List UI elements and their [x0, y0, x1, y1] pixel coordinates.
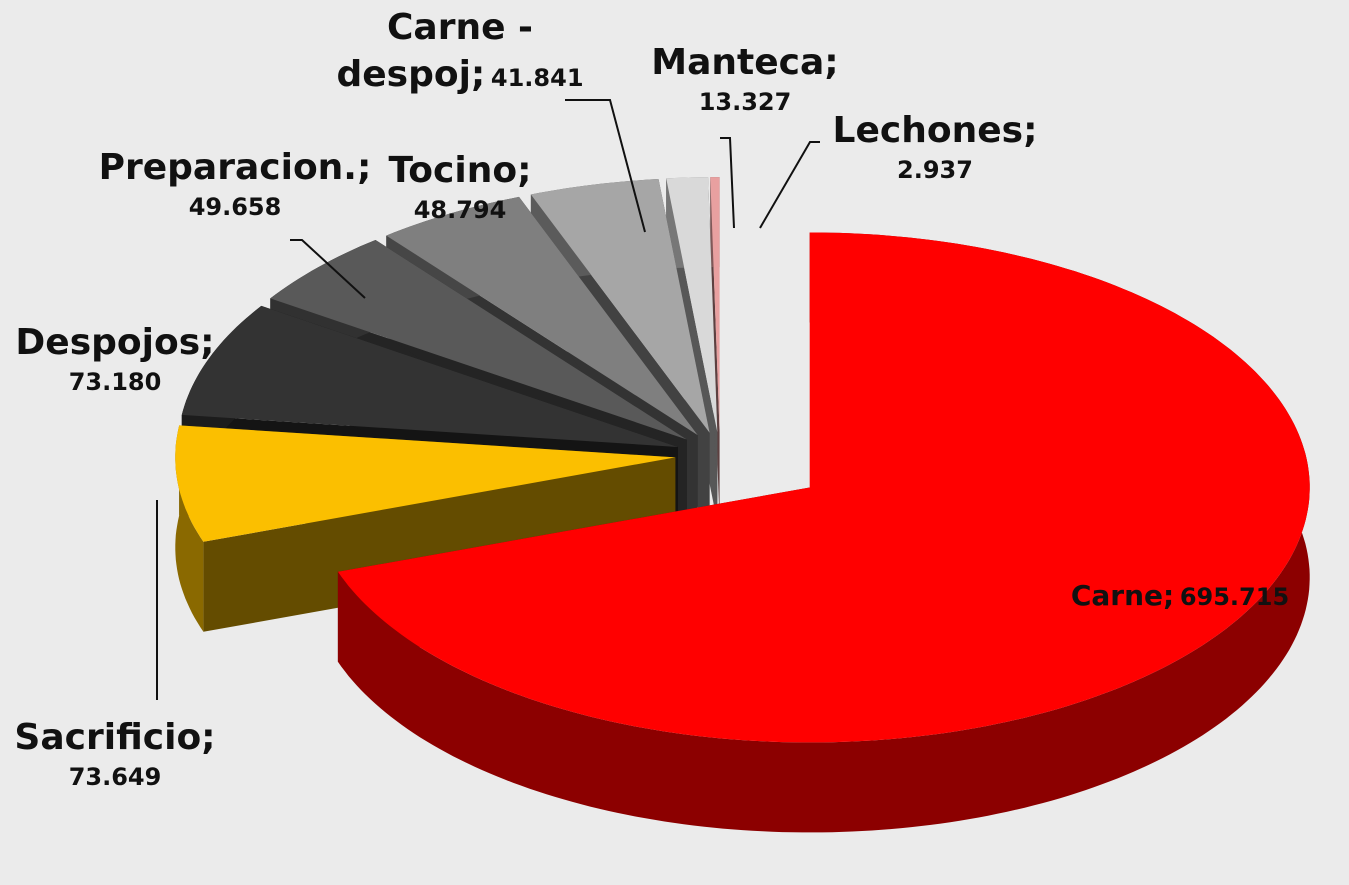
slice-wall	[175, 425, 204, 632]
value-label: 13.327	[698, 87, 792, 116]
category-name: Tocino	[388, 150, 518, 191]
category-name: Lechones	[832, 110, 1024, 151]
separator: ;	[201, 717, 216, 758]
value-label: 41.841	[490, 63, 584, 92]
value-label: 2.937	[897, 155, 973, 184]
separator: ;	[356, 147, 372, 188]
data-label: Carne; 695.715	[1040, 578, 1320, 614]
category-name: Despojos	[15, 322, 201, 363]
leader-line	[720, 137, 735, 229]
value-label: 48.794	[413, 195, 507, 224]
data-label: Despojos; 73.180	[0, 320, 230, 398]
value-label: 695.715	[1179, 583, 1290, 611]
separator: ;	[824, 42, 839, 83]
slice	[337, 232, 1310, 743]
separator: ;	[200, 322, 215, 363]
leader-line	[290, 239, 366, 299]
value-label: 73.649	[68, 762, 162, 791]
data-label: Carne - despoj; 41.841	[330, 5, 590, 99]
separator: ;	[470, 53, 486, 95]
slices	[175, 177, 1310, 833]
category-name: Sacrificio	[14, 717, 202, 758]
value-label: 49.658	[188, 192, 282, 221]
separator: ;	[1163, 579, 1175, 612]
data-label: Lechones; 2.937	[820, 108, 1050, 186]
category-name: Manteca	[651, 42, 825, 83]
data-label: Manteca; 13.327	[640, 40, 850, 118]
category-name: Preparacion.	[98, 147, 357, 188]
slice	[175, 425, 676, 542]
slice	[530, 179, 710, 433]
data-label: Tocino; 48.794	[360, 148, 560, 226]
data-label: Preparacion.; 49.658	[80, 145, 390, 223]
separator: ;	[517, 150, 532, 191]
value-label: 73.180	[68, 367, 162, 396]
data-label: Sacrificio; 73.649	[0, 715, 230, 793]
slice	[270, 240, 687, 440]
category-name: Carne - despoj	[336, 7, 533, 95]
leader-line	[565, 99, 646, 233]
leader-line	[759, 141, 820, 229]
slice	[666, 177, 718, 433]
slice	[181, 305, 678, 447]
separator: ;	[1023, 110, 1038, 151]
category-name: Carne	[1070, 579, 1164, 612]
slice	[386, 196, 698, 436]
slice	[710, 177, 720, 433]
